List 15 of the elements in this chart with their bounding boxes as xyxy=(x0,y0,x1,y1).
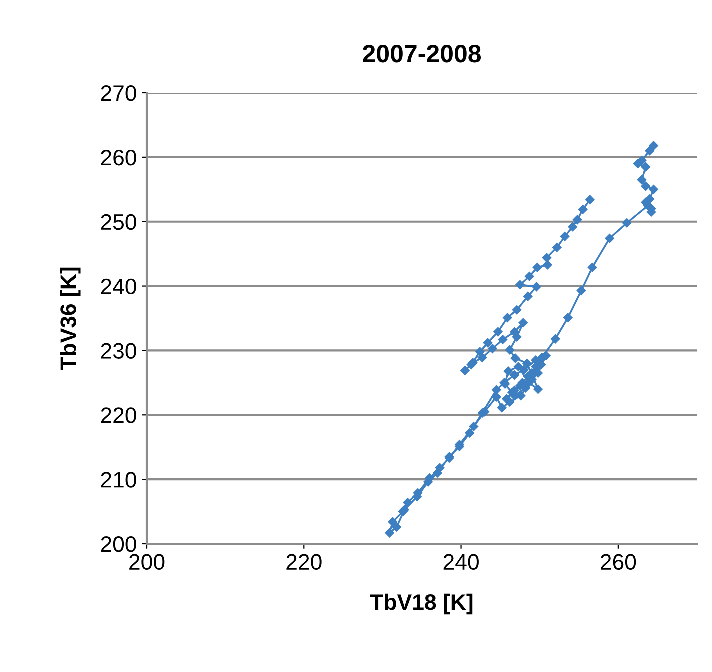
y-axis-title: TbV36 [K] xyxy=(60,268,81,370)
x-tick-label: 260 xyxy=(601,554,636,570)
chart-title: 2007-2008 xyxy=(363,44,482,63)
y-tick-label: 260 xyxy=(101,150,136,166)
y-tick-label: 200 xyxy=(101,536,136,552)
x-tick-label: 200 xyxy=(130,554,165,570)
y-tick-label: 220 xyxy=(101,408,136,424)
x-tick-label: 240 xyxy=(444,554,479,570)
x-axis-title: TbV18 [K] xyxy=(370,594,473,615)
x-tick-label: 220 xyxy=(286,554,322,570)
y-tick-label: 210 xyxy=(101,472,136,488)
y-tick-label: 270 xyxy=(101,86,136,102)
y-tick-label: 240 xyxy=(101,278,136,295)
y-tick-label: 250 xyxy=(101,214,136,230)
y-tick-label: 230 xyxy=(101,343,136,359)
